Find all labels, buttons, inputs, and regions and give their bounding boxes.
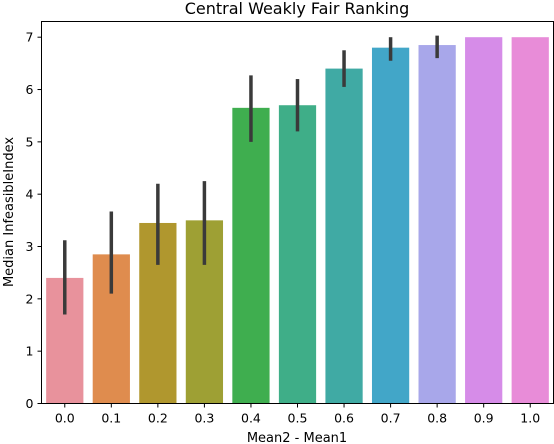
x-tick-label-0.6: 0.6 [334, 411, 354, 426]
y-tick-label-6: 6 [26, 82, 34, 97]
bar-0.4 [232, 107, 270, 404]
y-tick-label-4: 4 [26, 187, 34, 202]
bar-0.9 [465, 37, 503, 404]
bar-1.0 [511, 37, 549, 404]
y-axis: 0 1 2 3 4 5 6 7 [26, 30, 42, 411]
x-tick-label-1.0: 1.0 [520, 411, 540, 426]
bar-0.5 [278, 105, 317, 404]
x-tick-label-0.2: 0.2 [148, 411, 168, 426]
y-tick-label-1: 1 [26, 344, 34, 359]
bar-0.6 [325, 68, 363, 404]
x-tick-label-0.8: 0.8 [427, 411, 447, 426]
chart-title: Central Weakly Fair Ranking [185, 0, 410, 18]
x-tick-label-0.5: 0.5 [288, 411, 308, 426]
x-tick-label-0.0: 0.0 [55, 411, 75, 426]
x-tick-label-0.3: 0.3 [194, 411, 214, 426]
bar-0.8 [418, 45, 456, 404]
y-axis-label: Median InfeasibleIndex [2, 137, 17, 287]
y-tick-label-0: 0 [26, 396, 34, 411]
bar-0.7 [371, 47, 410, 404]
x-tick-label-0.4: 0.4 [241, 411, 261, 426]
x-tick-label-0.1: 0.1 [101, 411, 121, 426]
y-tick-label-2: 2 [26, 291, 34, 306]
x-tick-label-0.9: 0.9 [474, 411, 494, 426]
error-bars-group [63, 35, 439, 315]
x-tick-label-0.7: 0.7 [381, 411, 401, 426]
y-tick-label-3: 3 [26, 239, 34, 254]
y-tick-label-5: 5 [26, 134, 34, 149]
bars-group [46, 37, 549, 404]
y-tick-label-7: 7 [26, 30, 34, 45]
x-axis: 0.0 0.1 0.2 0.3 0.4 0.5 0.6 0.7 0.8 0.9 1.0 [55, 403, 540, 426]
x-axis-label: Mean2 - Mean1 [247, 431, 347, 444]
